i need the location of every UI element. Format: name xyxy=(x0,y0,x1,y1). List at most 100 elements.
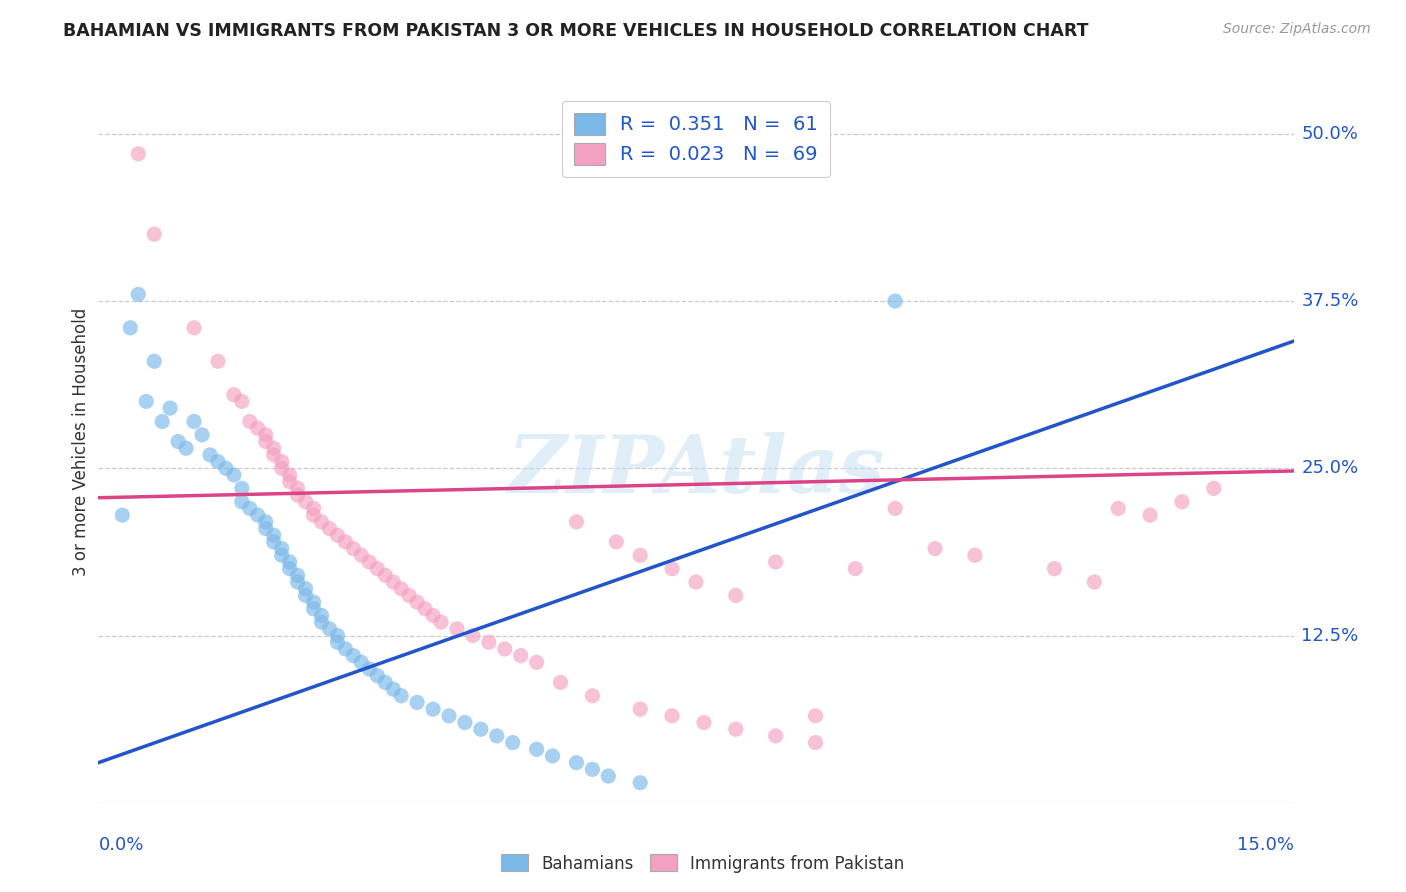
Legend: Bahamians, Immigrants from Pakistan: Bahamians, Immigrants from Pakistan xyxy=(495,847,911,880)
Point xyxy=(454,715,477,730)
Point xyxy=(1202,482,1225,496)
Point xyxy=(628,548,651,563)
Point xyxy=(183,414,205,429)
Point xyxy=(430,615,453,630)
Point xyxy=(693,715,716,730)
Point xyxy=(884,294,907,309)
Point xyxy=(254,515,277,529)
Point xyxy=(389,582,412,596)
Point xyxy=(437,708,460,723)
Point xyxy=(311,615,333,630)
Point xyxy=(287,575,309,590)
Point xyxy=(765,729,787,743)
Point xyxy=(326,528,349,542)
Point xyxy=(294,582,316,596)
Y-axis label: 3 or more Vehicles in Household: 3 or more Vehicles in Household xyxy=(72,308,90,575)
Point xyxy=(1043,562,1066,576)
Point xyxy=(628,702,651,716)
Point xyxy=(191,427,214,442)
Point xyxy=(374,675,396,690)
Point xyxy=(413,602,436,616)
Point xyxy=(254,434,277,449)
Point xyxy=(359,662,381,676)
Point xyxy=(485,729,508,743)
Point xyxy=(478,635,501,649)
Point xyxy=(359,555,381,569)
Point xyxy=(183,321,205,335)
Point xyxy=(366,669,388,683)
Point xyxy=(326,635,349,649)
Point xyxy=(222,387,245,401)
Point xyxy=(581,689,603,703)
Point xyxy=(605,534,627,549)
Point xyxy=(565,515,588,529)
Point xyxy=(382,575,405,590)
Point xyxy=(628,776,651,790)
Point xyxy=(222,467,245,482)
Point xyxy=(127,287,149,301)
Point xyxy=(884,501,907,516)
Point xyxy=(382,681,405,696)
Point xyxy=(1107,501,1129,516)
Point xyxy=(207,354,229,368)
Point xyxy=(342,648,364,663)
Point xyxy=(215,461,238,475)
Point xyxy=(1171,494,1194,508)
Point xyxy=(326,628,349,642)
Text: ZIPAtlas: ZIPAtlas xyxy=(508,432,884,509)
Point xyxy=(159,401,181,416)
Point xyxy=(231,482,253,496)
Point xyxy=(461,628,484,642)
Point xyxy=(270,548,292,563)
Point xyxy=(804,735,827,749)
Point xyxy=(127,147,149,161)
Point xyxy=(143,227,166,242)
Point xyxy=(278,475,301,489)
Point xyxy=(294,589,316,603)
Point xyxy=(278,562,301,576)
Point xyxy=(541,749,564,764)
Point xyxy=(287,568,309,582)
Point xyxy=(294,494,316,508)
Point xyxy=(270,461,292,475)
Point xyxy=(263,534,285,549)
Point xyxy=(526,655,548,669)
Point xyxy=(1083,575,1105,590)
Point xyxy=(311,608,333,623)
Point xyxy=(598,769,620,783)
Point xyxy=(661,562,683,576)
Point xyxy=(263,442,285,455)
Point xyxy=(565,756,588,770)
Point xyxy=(270,455,292,469)
Point xyxy=(350,548,373,563)
Point xyxy=(963,548,986,563)
Point xyxy=(398,589,420,603)
Point xyxy=(724,589,747,603)
Point xyxy=(765,555,787,569)
Point xyxy=(335,642,357,657)
Point xyxy=(302,595,325,609)
Point xyxy=(366,562,388,576)
Point xyxy=(231,394,253,409)
Point xyxy=(685,575,707,590)
Point xyxy=(254,521,277,535)
Text: 15.0%: 15.0% xyxy=(1236,837,1294,855)
Point xyxy=(318,622,340,636)
Text: 12.5%: 12.5% xyxy=(1302,626,1358,645)
Point xyxy=(263,528,285,542)
Point xyxy=(198,448,221,462)
Point xyxy=(135,394,157,409)
Point xyxy=(1139,508,1161,523)
Legend: R =  0.351   N =  61, R =  0.023   N =  69: R = 0.351 N = 61, R = 0.023 N = 69 xyxy=(562,101,830,177)
Text: 50.0%: 50.0% xyxy=(1302,125,1358,143)
Point xyxy=(335,534,357,549)
Point xyxy=(494,642,516,657)
Point xyxy=(844,562,866,576)
Point xyxy=(406,696,429,710)
Point xyxy=(924,541,946,556)
Point xyxy=(278,555,301,569)
Point xyxy=(422,702,444,716)
Point xyxy=(374,568,396,582)
Point xyxy=(111,508,134,523)
Point xyxy=(526,742,548,756)
